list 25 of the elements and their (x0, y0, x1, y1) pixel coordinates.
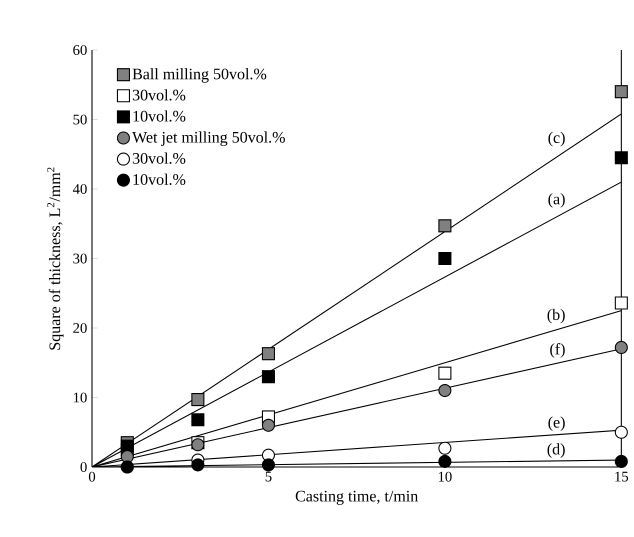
annotation: (f) (550, 343, 565, 358)
x-tick-label: 15 (615, 472, 628, 482)
annotation: (e) (548, 416, 565, 431)
legend-label: 30vol.% (132, 89, 186, 101)
annotation: (b) (548, 308, 565, 324)
legend-label: 10vol.% (134, 174, 186, 185)
x-tick-label: 10 (438, 472, 452, 482)
annotation: (d) (548, 443, 565, 458)
x-tick-label: 0 (88, 472, 96, 482)
y-tick-label: 0 (80, 462, 87, 472)
y-tick-label: 10 (74, 392, 87, 402)
y-tick-label: 40 (72, 184, 87, 194)
legend-label: Ball milling 50vol.% (132, 68, 266, 83)
y-tick-label: 50 (73, 114, 87, 124)
legend-label: 30vol.% (132, 152, 186, 164)
legend-label: Wet jet milling 50vol.% (132, 131, 285, 146)
y-tick-label: 20 (73, 323, 87, 333)
y-axis-title: Square of thickness, L$^{2}$/mm$^{2}$ (47, 168, 64, 350)
annotation: (a) (548, 193, 565, 208)
y-tick-label: 30 (73, 254, 87, 264)
annotation: (c) (548, 132, 565, 146)
x-tick-label: 5 (266, 472, 272, 482)
legend-label: 10vol.% (134, 110, 186, 122)
y-tick-label: 60 (73, 45, 87, 55)
x-axis-title: Casting time, t/min (296, 490, 418, 505)
